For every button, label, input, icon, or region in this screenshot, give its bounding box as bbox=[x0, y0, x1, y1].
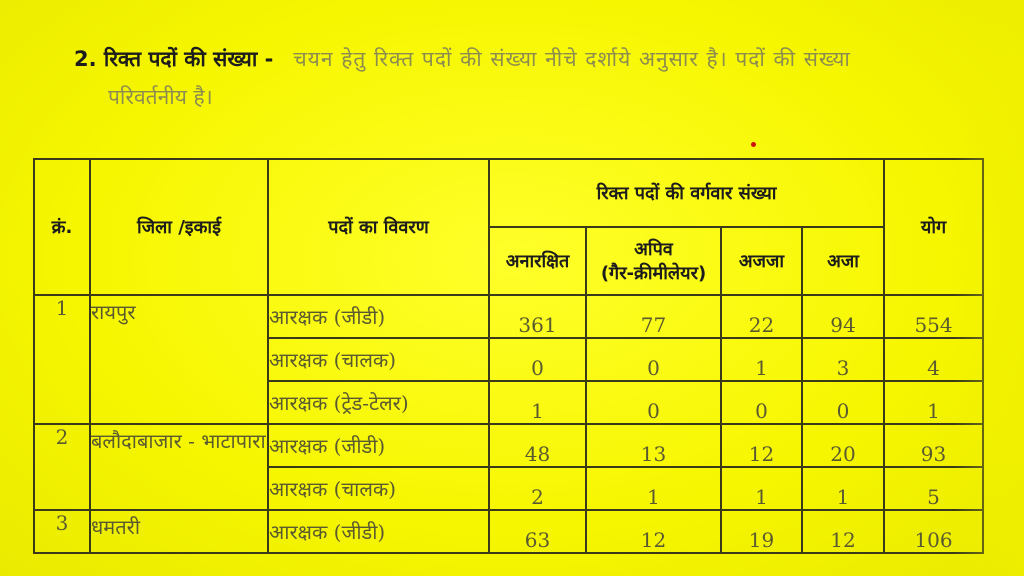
obc-cell: 1 bbox=[585, 466, 722, 511]
st-cell: 1 bbox=[720, 466, 803, 511]
st-cell: 12 bbox=[720, 423, 803, 468]
header-obc-line1: अपिव bbox=[634, 239, 673, 260]
district-cell: धमतरी bbox=[89, 509, 269, 554]
table-row: 2 बलौदाबाजार - भाटापारा आरक्षक (जीडी) 48… bbox=[33, 423, 985, 511]
sc-cell: 3 bbox=[800, 337, 886, 382]
serial-cell: 3 bbox=[33, 509, 91, 554]
unreserved-cell: 361 bbox=[488, 294, 587, 339]
sc-cell: 1 bbox=[800, 466, 886, 511]
st-cell: 22 bbox=[720, 294, 803, 339]
table-row: आरक्षक (चालक) 0 0 1 3 4 bbox=[34, 337, 985, 382]
st-cell: 1 bbox=[720, 337, 803, 382]
post-cell: आरक्षक (जीडी) bbox=[267, 294, 490, 339]
vacancy-table: क्रं. जिला /इकाई पदों का विवरण रिक्त पदो… bbox=[33, 158, 985, 554]
cropped-text-fragment: ॰॰॰ ॰ ॰॰॰ ॰॰ ॰ bbox=[300, 0, 760, 9]
sc-cell: 20 bbox=[800, 423, 886, 468]
header-st: अजजा bbox=[720, 226, 803, 296]
unreserved-cell: 2 bbox=[488, 466, 587, 511]
st-cell: 0 bbox=[720, 380, 803, 425]
sc-cell: 0 bbox=[800, 380, 886, 425]
table-row: 3 धमतरी आरक्षक (जीडी) 63 12 19 12 106 bbox=[33, 509, 985, 554]
post-cell: आरक्षक (ट्रेड-टेलर) bbox=[267, 380, 490, 425]
table-row: 1 रायपुर आरक्षक (जीडी) 361 77 22 94 554 bbox=[33, 294, 985, 425]
obc-cell: 12 bbox=[585, 509, 722, 554]
obc-cell: 0 bbox=[585, 380, 722, 425]
header-serial: क्रं. bbox=[33, 158, 91, 296]
post-cell: आरक्षक (जीडी) bbox=[267, 509, 490, 554]
section-description: चयन हेतु रिक्त पदों की संख्या नीचे दर्शा… bbox=[293, 47, 851, 71]
header-unreserved: अनारक्षित bbox=[488, 226, 587, 296]
section-description-line2: परिवर्तनीय है। bbox=[108, 85, 213, 109]
section-title: 2. रिक्त पदों की संख्या - bbox=[74, 47, 274, 71]
header-post: पदों का विवरण bbox=[267, 158, 490, 296]
st-cell: 19 bbox=[720, 509, 803, 554]
district-cell: बलौदाबाजार - भाटापारा bbox=[89, 423, 269, 511]
post-cell: आरक्षक (जीडी) bbox=[267, 423, 490, 468]
unreserved-cell: 63 bbox=[488, 509, 587, 554]
red-dot-mark bbox=[751, 142, 756, 147]
header-obc: अपिव (गैर-क्रीमीलेयर) bbox=[585, 226, 722, 296]
sc-cell: 12 bbox=[800, 509, 886, 554]
header-sc: अजा bbox=[800, 226, 886, 296]
obc-cell: 13 bbox=[585, 423, 722, 468]
section-heading: 2. रिक्त पदों की संख्या - चयन हेतु रिक्त… bbox=[74, 40, 1004, 116]
obc-cell: 77 bbox=[585, 294, 722, 339]
post-cell: आरक्षक (चालक) bbox=[267, 337, 490, 382]
serial-cell: 1 bbox=[33, 294, 91, 425]
obc-cell: 0 bbox=[585, 337, 722, 382]
district-cell: रायपुर bbox=[89, 294, 269, 425]
table-row: आरक्षक (ट्रेड-टेलर) 1 0 0 0 1 bbox=[34, 380, 985, 425]
header-district: जिला /इकाई bbox=[89, 158, 269, 296]
serial-cell: 2 bbox=[33, 423, 91, 511]
sc-cell: 94 bbox=[800, 294, 886, 339]
unreserved-cell: 1 bbox=[488, 380, 587, 425]
edge-vignette bbox=[954, 0, 1024, 576]
header-obc-line2: (गैर-क्रीमीलेयर) bbox=[600, 263, 707, 284]
post-cell: आरक्षक (चालक) bbox=[267, 466, 490, 511]
unreserved-cell: 0 bbox=[488, 337, 587, 382]
unreserved-cell: 48 bbox=[488, 423, 587, 468]
header-category-group: रिक्त पदों की वर्गवार संख्या bbox=[487, 158, 886, 228]
